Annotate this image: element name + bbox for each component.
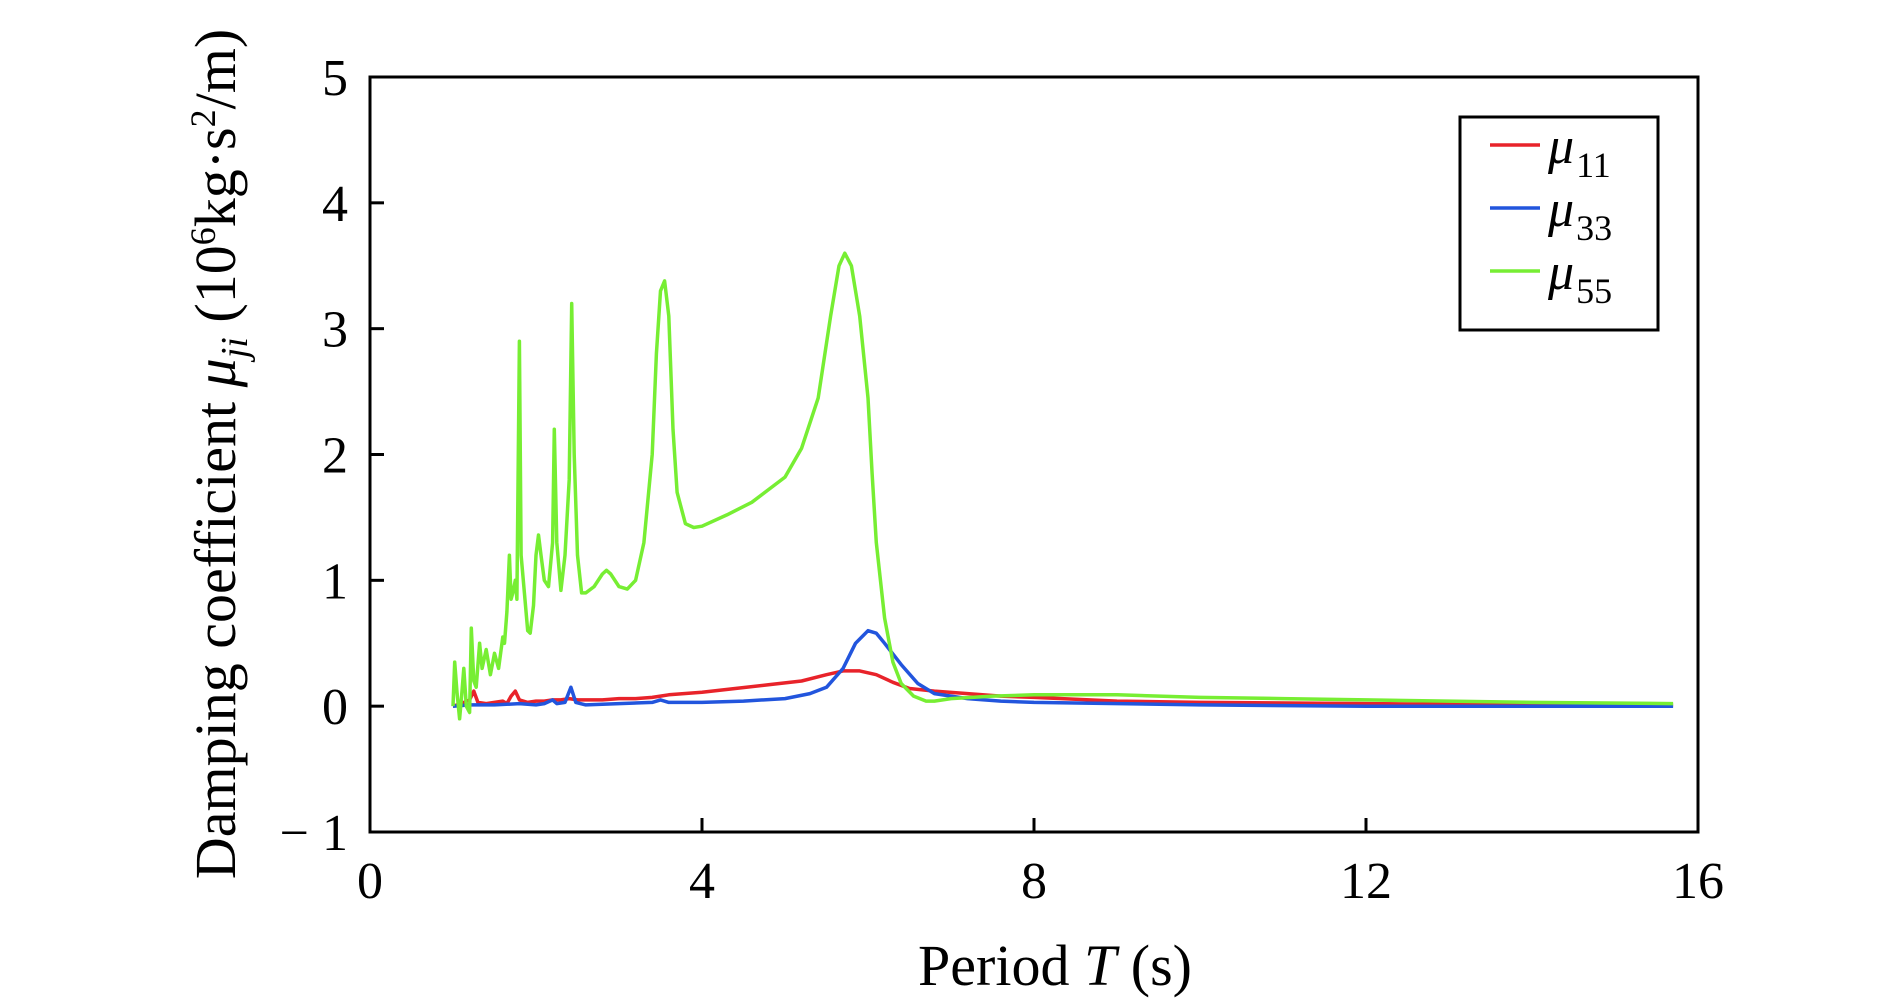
x-tick-label: 0 bbox=[357, 853, 383, 910]
legend-label-μ33: μ33 bbox=[1547, 181, 1612, 248]
y-axis-ticks: − 1 0 1 2 3 4 5 bbox=[280, 50, 384, 862]
series-line-μ55 bbox=[451, 251, 1674, 721]
y-tick-label: 4 bbox=[322, 176, 348, 233]
y-axis-label: Damping coefficient μji (106kg·s2/m) bbox=[183, 29, 256, 879]
series-line-μ11 bbox=[452, 669, 1674, 708]
legend-box bbox=[1458, 115, 1660, 332]
x-tick-label: 12 bbox=[1340, 853, 1392, 910]
y-tick-label: 2 bbox=[322, 428, 348, 485]
x-tick-label: 16 bbox=[1672, 853, 1724, 910]
x-tick-label: 8 bbox=[1021, 853, 1047, 910]
y-tick-label: 3 bbox=[322, 302, 348, 359]
x-axis-label: Period T (s) bbox=[918, 933, 1192, 998]
legend-label-μ11: μ11 bbox=[1547, 118, 1611, 185]
y-tick-label: − 1 bbox=[280, 805, 348, 862]
x-axis-ticks: 0 4 8 12 16 bbox=[357, 818, 1724, 910]
y-tick-label: 1 bbox=[322, 553, 348, 610]
series-line-μ33 bbox=[452, 628, 1674, 708]
legend-label-μ55: μ55 bbox=[1547, 244, 1612, 311]
y-tick-label: 5 bbox=[322, 50, 348, 107]
plot-lines bbox=[451, 251, 1674, 721]
x-tick-label: 4 bbox=[689, 853, 715, 910]
y-tick-label: 0 bbox=[322, 679, 348, 736]
